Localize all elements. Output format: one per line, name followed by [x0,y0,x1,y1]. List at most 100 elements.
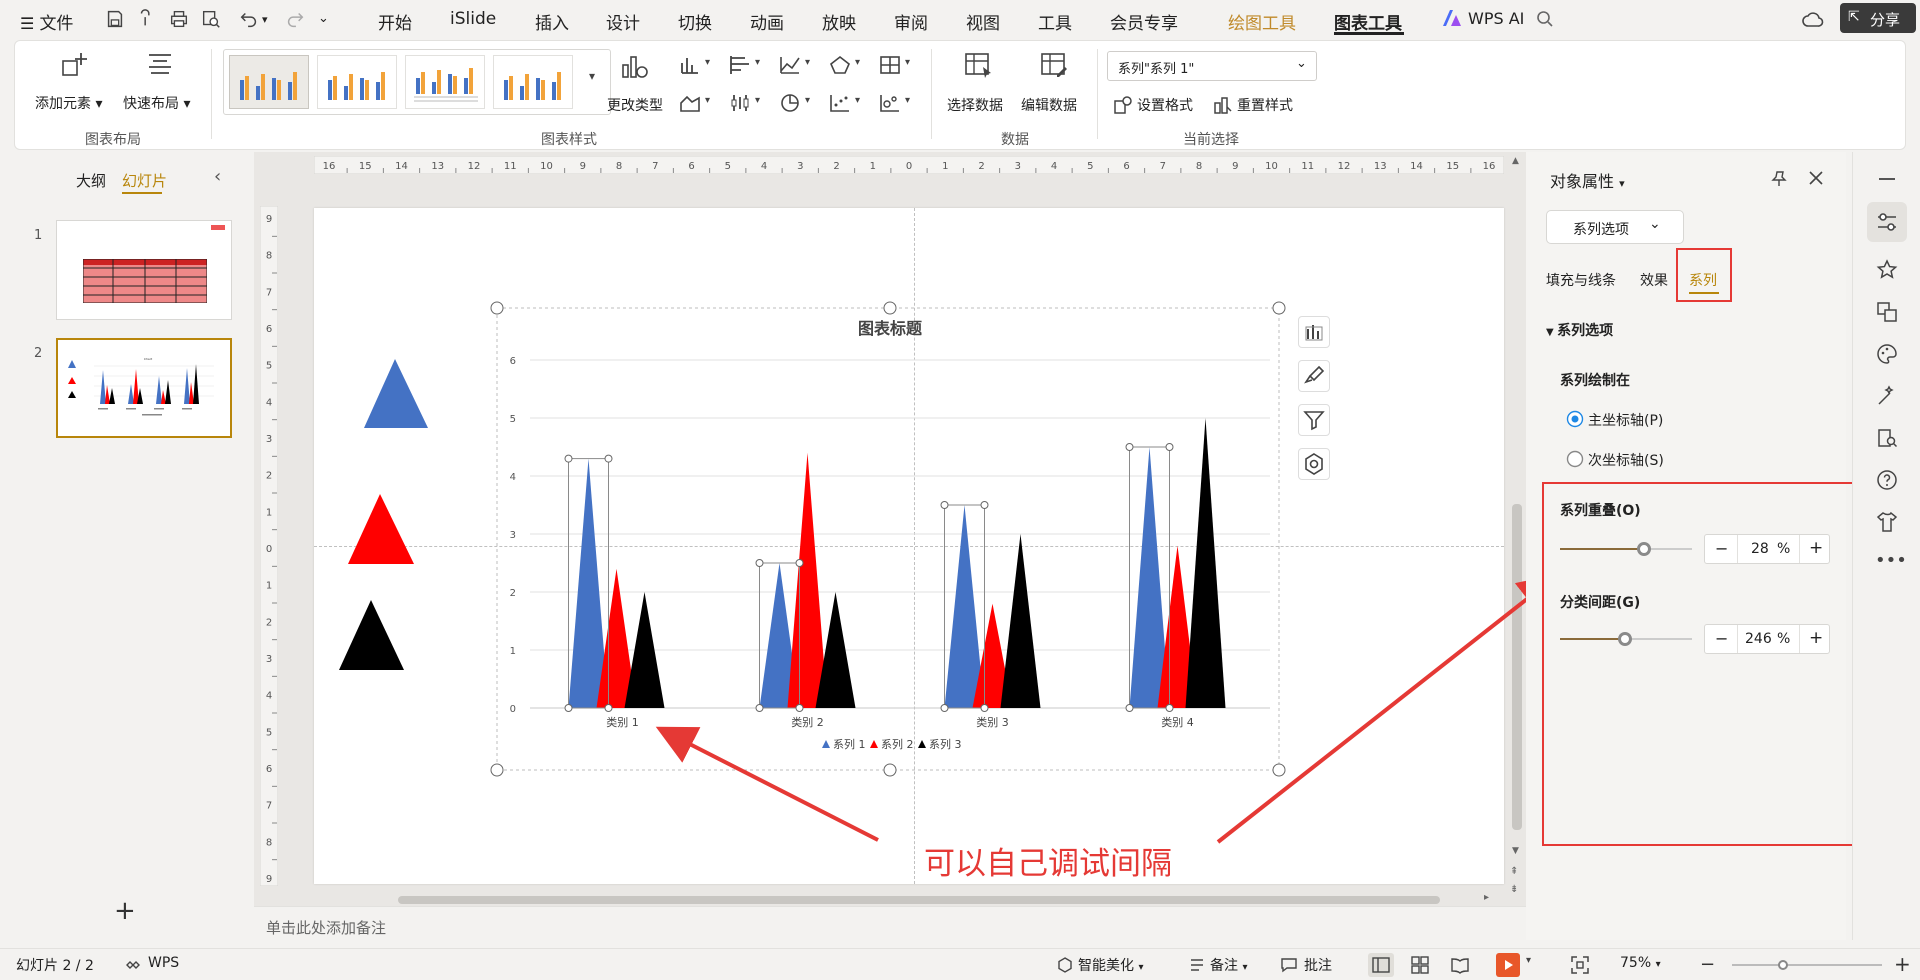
bar-系列 2-类别 4[interactable] [1157,545,1198,708]
chart-resize-handle[interactable] [490,763,504,777]
overlap-stepper[interactable]: − 28 % + [1704,534,1830,564]
stock-chart-icon[interactable] [729,93,751,113]
cloud-sync-icon[interactable] [1802,9,1824,29]
series-handle[interactable] [1165,443,1174,451]
next-slide-icon[interactable]: ⇟ [1510,884,1519,895]
slide-thumbnail-1[interactable] [56,220,232,320]
notes-pane[interactable]: 单击此处添加备注 [254,906,1526,948]
select-data-button[interactable]: 选择数据 [947,98,1003,114]
bar-系列 1-类别 2[interactable] [759,563,800,708]
legend[interactable]: 系列 1 系列 2 系列 3 [822,737,962,751]
black-triangle-shape[interactable] [336,598,406,672]
blue-triangle-shape[interactable] [360,356,430,432]
section-series-options[interactable]: ▼ 系列选项 [1546,323,1614,339]
palette-icon[interactable] [1875,342,1899,366]
add-slide-icon[interactable]: + [114,896,136,926]
series-handle[interactable] [940,501,949,509]
chart-settings-button[interactable] [1298,448,1330,480]
minus-icon[interactable]: − [1715,629,1729,648]
tab-series[interactable]: 系列 [1689,273,1717,289]
dropdown-icon[interactable]: ▾ [705,95,711,106]
bar-系列 2-类别 1[interactable] [596,568,637,708]
more-dropdown-icon[interactable]: ⌄ [318,11,329,26]
bar-系列 3-类别 3[interactable] [1000,534,1041,708]
print-preview-icon[interactable] [200,8,222,30]
clothing-icon[interactable] [1875,510,1899,534]
wps-label[interactable]: WPS [148,955,180,971]
file-menu[interactable]: ☰ 文件 [20,14,74,34]
dropdown-icon[interactable]: ▾ [855,95,861,106]
bar-系列 1-类别 3[interactable] [944,505,985,708]
tab-islide[interactable]: iSlide [450,9,497,29]
dropdown-icon[interactable]: ▾ [755,95,761,106]
bar-系列 1-类别 1[interactable] [568,458,609,708]
secondary-axis-label[interactable]: 次坐标轴(S) [1588,453,1664,469]
dropdown-icon[interactable]: ▾ [705,57,711,68]
wps-ai-button[interactable]: WPS AI [1468,9,1525,28]
prev-slide-icon[interactable]: ⇞ [1510,866,1519,877]
play-slideshow-button[interactable] [1496,953,1520,977]
zoom-in-icon[interactable]: + [1894,952,1911,976]
edit-data-button[interactable]: 编辑数据 [1021,98,1077,114]
chart-filter-button[interactable] [1298,404,1330,436]
red-triangle-shape[interactable] [346,492,416,566]
bar-系列 2-类别 3[interactable] [972,603,1013,708]
overlap-slider-track[interactable] [1560,542,1692,556]
series-bars[interactable] [568,418,1226,708]
tab-review[interactable]: 审阅 [894,14,928,34]
chart-resize-handle[interactable] [490,301,504,315]
slideshow-dropdown-icon[interactable]: ▾ [1526,955,1532,966]
magic-wand-icon[interactable] [1875,384,1899,408]
tab-fill-line[interactable]: 填充与线条 [1546,273,1616,289]
legend-entry[interactable]: 系列 2 [881,737,914,751]
gap-slider-track[interactable] [1560,632,1692,646]
add-element-button[interactable]: 添加元素 ▾ [35,96,103,112]
comments-button[interactable]: 批注 [1304,958,1332,974]
help-icon[interactable] [1875,468,1899,492]
tab-outline[interactable]: 大纲 [76,172,107,190]
undo-icon[interactable] [238,8,260,30]
scroll-down-icon[interactable]: ▼ [1512,846,1519,856]
series-handle[interactable] [604,704,613,712]
save-icon[interactable] [104,8,126,30]
chart-style-3[interactable] [405,55,485,109]
series-handle[interactable] [795,704,804,712]
dropdown-icon[interactable]: ▾ [805,95,811,106]
tab-membership[interactable]: 会员专享 [1110,14,1178,34]
vertical-scrollbar-thumb[interactable] [1512,504,1522,830]
series-handle[interactable] [755,704,764,712]
share-button[interactable]: ⇱ 分享 [1840,3,1916,33]
dropdown-icon[interactable]: ▾ [755,57,761,68]
dropdown-icon[interactable]: ▾ [805,57,811,68]
radio-secondary-axis[interactable] [1566,450,1584,468]
properties-tool-active[interactable] [1867,202,1907,242]
chart-style-4[interactable] [493,55,573,109]
pane-title[interactable]: 对象属性 ▾ [1550,172,1625,191]
tab-effects[interactable]: 效果 [1640,273,1668,289]
treemap-chart-icon[interactable] [879,55,901,75]
dropdown-icon[interactable]: ▾ [905,57,911,68]
series-handle[interactable] [940,704,949,712]
minus-icon[interactable]: − [1715,539,1729,558]
legend-entry[interactable]: 系列 3 [929,737,962,751]
chart-style-2[interactable] [317,55,397,109]
tab-insert[interactable]: 插入 [535,14,569,34]
series-select-dropdown[interactable]: 系列"系列 1" ⌄ [1107,51,1317,81]
normal-view-button[interactable] [1368,953,1394,977]
pin-icon[interactable] [1770,170,1788,188]
area-chart-icon[interactable] [679,93,701,113]
tab-design[interactable]: 设计 [606,14,640,34]
line-chart-icon[interactable] [779,55,801,75]
series-handle[interactable] [795,559,804,567]
slide-sorter-icon[interactable] [1410,955,1430,975]
gap-slider-handle[interactable] [1617,632,1632,646]
minimize-pane-icon[interactable] [1879,178,1895,180]
smart-beautify-button[interactable]: 智能美化 ▾ [1078,958,1144,974]
chart-title[interactable]: 图表标题 [858,319,923,338]
column-chart-icon[interactable] [679,55,701,75]
scatter-chart-icon[interactable] [829,93,851,113]
undo-dropdown-icon[interactable]: ▾ [262,13,268,26]
scroll-right-icon[interactable]: ▸ [1484,892,1490,903]
series-handle[interactable] [564,704,573,712]
selection-handles[interactable] [490,301,1286,777]
